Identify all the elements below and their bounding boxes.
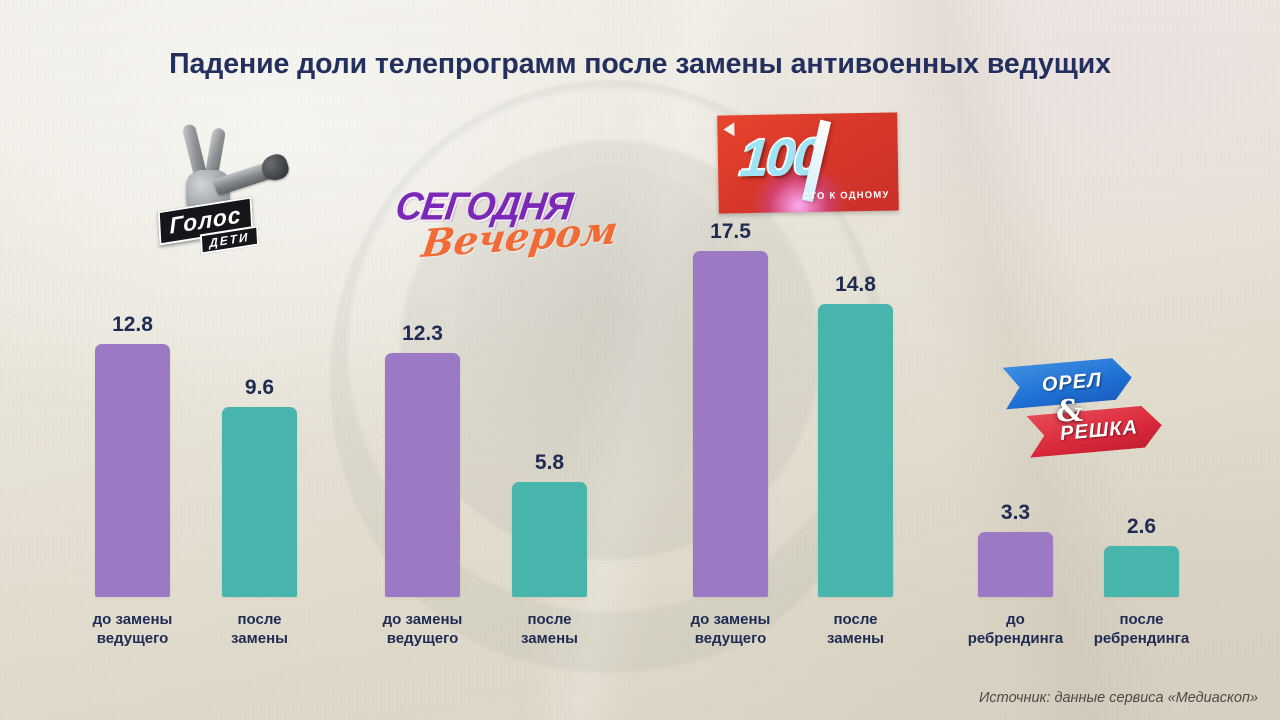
bar-before-0	[95, 343, 170, 597]
bar-after-1	[222, 406, 297, 597]
bar-value-label: 12.8	[112, 312, 153, 336]
bar-category-label: до замены ведущего	[382, 611, 463, 647]
bar-after-7	[1104, 545, 1179, 597]
bar-value-label: 2.6	[1126, 514, 1157, 538]
bar-category-label: после замены	[521, 611, 578, 647]
bar-value-label: 14.8	[835, 272, 876, 296]
source-note: Источник: данные сервиса «Медиаскоп»	[979, 690, 1258, 706]
bar-category-label: после ребрендинга	[1093, 611, 1190, 647]
bar-before-2	[385, 353, 460, 597]
page-title: Падение доли телепрограмм после замены а…	[169, 48, 1111, 80]
logo-ampersand: &	[1056, 394, 1084, 429]
bar-category-label: после замены	[231, 611, 288, 647]
logo-orel-i-reshka: ОРЕЛ РЕШКА &	[998, 358, 1163, 463]
bar-category-label: до ребрендинга	[967, 611, 1064, 647]
bar-after-3	[512, 482, 587, 597]
bar-category-label: после замены	[827, 611, 884, 647]
bar-after-5	[818, 303, 893, 597]
bar-value-label: 9.6	[244, 375, 275, 399]
bar-value-label: 5.8	[534, 451, 565, 475]
bar-value-label: 3.3	[1000, 500, 1031, 524]
bar-value-label: 17.5	[710, 219, 751, 243]
bar-category-label: до замены ведущего	[690, 611, 771, 647]
bar-before-4	[693, 250, 768, 597]
logo-golos-deti: Голос ДЕТИ	[146, 118, 292, 258]
bar-value-label: 12.3	[402, 322, 443, 346]
bar-category-label: до замены ведущего	[92, 611, 173, 647]
bar-before-6	[978, 531, 1053, 597]
